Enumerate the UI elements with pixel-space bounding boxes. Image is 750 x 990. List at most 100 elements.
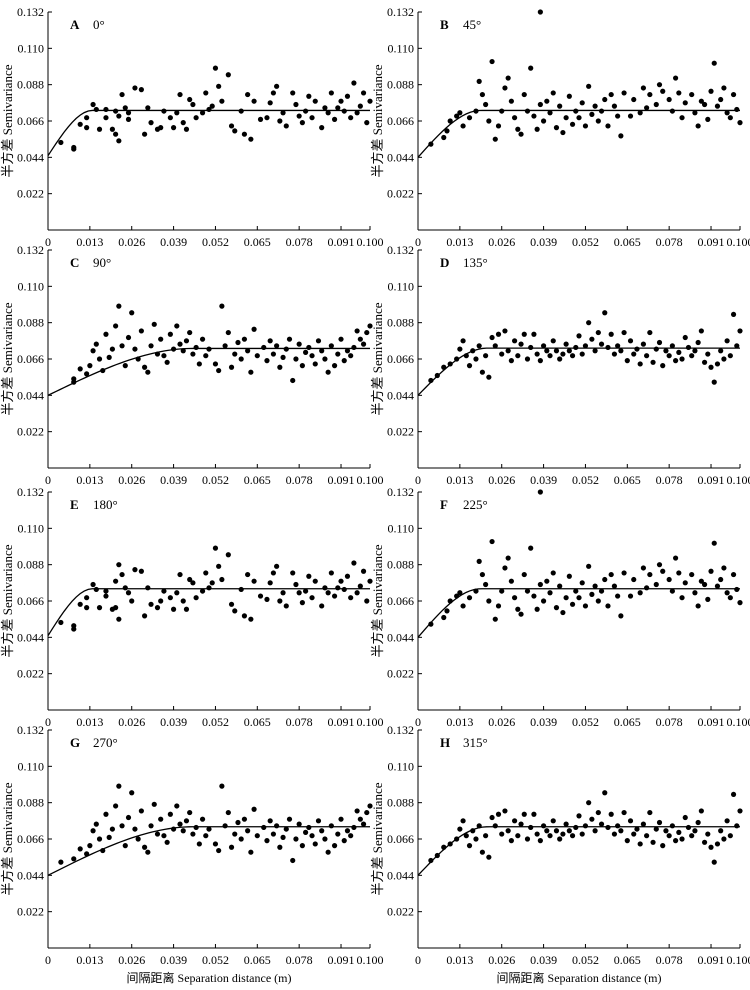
data-point: [580, 351, 585, 356]
direction-label: 315°: [463, 735, 488, 750]
panel-letter: A: [70, 17, 80, 32]
data-point: [512, 338, 517, 343]
data-point: [187, 330, 192, 335]
data-point: [667, 353, 672, 358]
data-point: [467, 595, 472, 600]
data-point: [113, 108, 118, 113]
data-point: [589, 112, 594, 117]
data-point: [303, 830, 308, 835]
data-point: [705, 597, 710, 602]
data-point: [322, 105, 327, 110]
x-tick-label: 0.039: [160, 235, 187, 249]
data-point: [547, 590, 552, 595]
data-point: [364, 810, 369, 815]
data-point: [313, 361, 318, 366]
data-point: [628, 113, 633, 118]
data-point: [618, 348, 623, 353]
data-point: [229, 365, 234, 370]
data-point: [78, 846, 83, 851]
data-point: [184, 127, 189, 132]
data-point: [573, 345, 578, 350]
data-point: [326, 850, 331, 855]
data-point: [638, 590, 643, 595]
data-point: [644, 105, 649, 110]
data-point: [184, 818, 189, 823]
data-point: [303, 108, 308, 113]
data-point: [441, 845, 446, 850]
data-point: [300, 600, 305, 605]
data-point: [103, 107, 108, 112]
data-point: [676, 90, 681, 95]
data-point: [612, 351, 617, 356]
data-point: [502, 808, 507, 813]
data-point: [187, 97, 192, 102]
data-point: [97, 127, 102, 132]
data-point: [564, 115, 569, 120]
data-point: [593, 584, 598, 589]
data-point: [496, 123, 501, 128]
data-point: [660, 89, 665, 94]
data-point: [689, 572, 694, 577]
data-point: [728, 115, 733, 120]
data-point: [364, 598, 369, 603]
data-point: [100, 848, 105, 853]
model-curve: [48, 110, 370, 155]
data-point: [345, 348, 350, 353]
data-point: [145, 105, 150, 110]
data-point: [190, 351, 195, 356]
data-point: [293, 356, 298, 361]
x-tick-label: 0.039: [530, 953, 557, 967]
x-tick-label: 0.091: [328, 953, 355, 967]
data-point: [338, 579, 343, 584]
data-point: [200, 817, 205, 822]
data-point: [326, 110, 331, 115]
data-point: [667, 97, 672, 102]
data-point: [612, 104, 617, 109]
y-tick-label: 0.110: [17, 759, 44, 773]
data-point: [190, 102, 195, 107]
data-point: [499, 588, 504, 593]
data-point: [483, 102, 488, 107]
data-point: [596, 330, 601, 335]
data-point: [142, 613, 147, 618]
data-point: [734, 587, 739, 592]
data-point: [268, 100, 273, 105]
data-point: [502, 85, 507, 90]
data-point: [506, 828, 511, 833]
x-tick-label: 0.100: [357, 235, 384, 249]
direction-label: 270°: [93, 735, 118, 750]
data-point: [718, 348, 723, 353]
x-tick-label: 0: [45, 953, 51, 967]
data-point: [647, 92, 652, 97]
data-point: [580, 100, 585, 105]
data-point: [171, 826, 176, 831]
data-point: [309, 595, 314, 600]
data-point: [194, 825, 199, 830]
y-tick-label: 0.088: [17, 316, 44, 330]
data-point: [477, 559, 482, 564]
data-point: [692, 590, 697, 595]
data-point: [284, 123, 289, 128]
data-point: [625, 358, 630, 363]
x-tick-label: 0.065: [244, 715, 271, 729]
data-point: [634, 826, 639, 831]
data-point: [277, 365, 282, 370]
y-tick-label: 0.044: [387, 150, 414, 164]
x-tick-label: 0.026: [118, 715, 145, 729]
data-point: [708, 89, 713, 94]
data-point: [97, 836, 102, 841]
data-point: [702, 582, 707, 587]
data-point: [573, 588, 578, 593]
data-point: [119, 343, 124, 348]
data-point: [239, 836, 244, 841]
data-point: [132, 85, 137, 90]
data-point: [609, 332, 614, 337]
data-point: [116, 138, 121, 143]
data-point: [123, 585, 128, 590]
x-tick-label: 0.013: [76, 715, 103, 729]
data-point: [71, 623, 76, 628]
data-point: [132, 346, 137, 351]
